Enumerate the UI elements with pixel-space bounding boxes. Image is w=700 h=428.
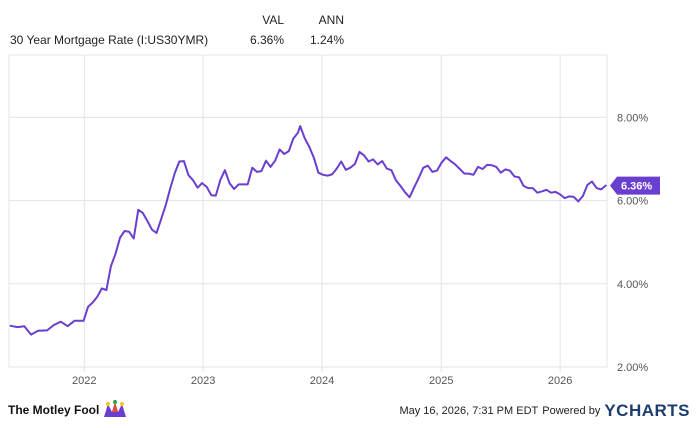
y-tick-label: 2.00%	[617, 362, 648, 374]
y-tick-label: 8.00%	[617, 112, 648, 124]
series-label: 30 Year Mortgage Rate (I:US30YMR)	[10, 33, 209, 47]
last-value-label: 6.36%	[621, 181, 652, 193]
x-tick-label: 2024	[310, 375, 334, 387]
x-tick-label: 2025	[429, 375, 453, 387]
ycharts-logo: YCHARTS	[604, 401, 690, 420]
motley-fool-brand: The Motley Fool	[8, 400, 128, 420]
x-axis: 2022 2023 2024 2025 2026	[72, 375, 572, 387]
series-val: 6.36%	[249, 33, 284, 47]
series-ann: 1.24%	[309, 33, 344, 47]
powered-by: Powered by	[542, 405, 601, 417]
series-line	[9, 125, 607, 336]
header-col-val: VAL	[262, 13, 284, 27]
y-axis: 2.00% 4.00% 6.00% 8.00%	[617, 112, 648, 374]
y-tick-label: 6.00%	[617, 196, 648, 208]
line-chart: 2022 2023 2024 2025 2026 2.00% 4.00% 6.00% 8.00…	[8, 54, 660, 387]
last-value-badge: 6.36%	[610, 176, 660, 195]
jester-hat-icon	[104, 400, 127, 417]
x-tick-label: 2023	[191, 375, 215, 387]
plot-frame	[8, 54, 608, 368]
brand-name: The Motley Fool	[8, 403, 100, 417]
y-tick-label: 4.00%	[617, 279, 648, 291]
grid	[9, 55, 607, 372]
badge-shape	[610, 176, 660, 195]
attribution: May 16, 2026, 7:31 PM EDT Powered by YCH…	[399, 401, 690, 421]
header-col-ann: ANN	[318, 13, 344, 27]
timestamp: May 16, 2026, 7:31 PM EDT	[399, 405, 539, 417]
x-tick-label: 2022	[72, 375, 96, 387]
x-tick-label: 2026	[548, 375, 572, 387]
